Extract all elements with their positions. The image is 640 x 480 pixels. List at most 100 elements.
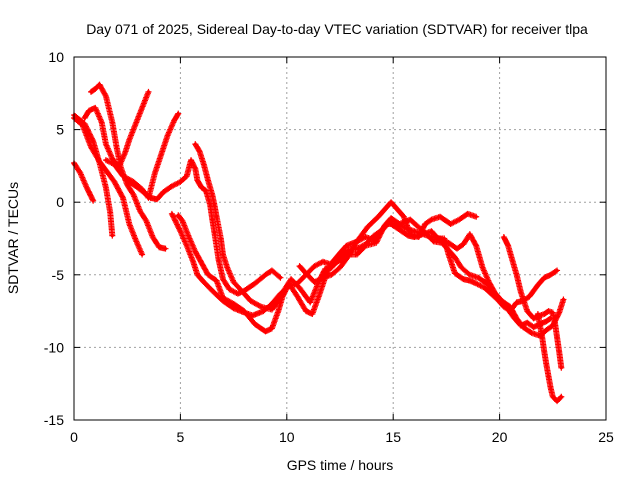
series-track-7 bbox=[122, 157, 284, 297]
data-point bbox=[457, 218, 461, 222]
data-point bbox=[536, 283, 540, 287]
data-point bbox=[110, 157, 114, 161]
data-point bbox=[468, 279, 472, 283]
data-point bbox=[321, 276, 325, 280]
x-tick-label: 5 bbox=[177, 429, 185, 445]
data-point bbox=[304, 271, 308, 275]
data-point bbox=[112, 180, 117, 184]
data-point bbox=[544, 328, 549, 332]
data-point bbox=[170, 212, 174, 216]
data-point bbox=[151, 235, 155, 239]
data-point bbox=[85, 186, 89, 190]
data-point bbox=[287, 284, 291, 289]
data-point bbox=[555, 335, 559, 339]
data-point bbox=[540, 335, 544, 339]
data-point bbox=[193, 167, 197, 171]
data-point bbox=[544, 363, 549, 367]
data-point bbox=[506, 244, 510, 248]
data-point bbox=[389, 216, 393, 220]
data-point bbox=[104, 142, 108, 146]
data-point bbox=[297, 286, 302, 290]
data-point bbox=[180, 219, 185, 223]
data-point bbox=[310, 312, 314, 316]
data-point bbox=[114, 145, 119, 149]
data-point bbox=[195, 273, 200, 277]
data-point bbox=[366, 225, 370, 229]
data-point bbox=[551, 310, 555, 315]
data-point bbox=[546, 309, 551, 313]
data-point bbox=[204, 188, 208, 193]
data-point bbox=[557, 310, 561, 315]
data-point bbox=[412, 235, 417, 239]
data-point bbox=[221, 299, 225, 303]
data-point bbox=[557, 350, 561, 354]
y-tick-label: -15 bbox=[44, 412, 64, 428]
data-point bbox=[468, 232, 472, 236]
data-point bbox=[383, 207, 387, 212]
data-point bbox=[542, 312, 546, 316]
data-point bbox=[251, 313, 255, 318]
data-point bbox=[559, 395, 563, 399]
data-point bbox=[104, 94, 108, 98]
data-point bbox=[78, 171, 82, 175]
data-point bbox=[338, 251, 342, 255]
data-point bbox=[329, 263, 334, 267]
data-point bbox=[329, 273, 334, 277]
data-point bbox=[185, 244, 189, 248]
data-point bbox=[432, 239, 436, 244]
data-point bbox=[206, 178, 210, 183]
data-point bbox=[140, 252, 144, 257]
data-point bbox=[466, 212, 470, 216]
data-point bbox=[449, 222, 453, 226]
data-point bbox=[529, 331, 534, 335]
data-point bbox=[214, 279, 219, 283]
data-point bbox=[106, 171, 110, 175]
data-point bbox=[395, 207, 400, 212]
data-point bbox=[242, 310, 246, 315]
data-point bbox=[176, 213, 180, 217]
data-point bbox=[202, 162, 206, 167]
data-point bbox=[372, 238, 376, 242]
data-point bbox=[295, 294, 300, 299]
data-point bbox=[461, 242, 466, 246]
data-point bbox=[459, 265, 463, 270]
data-point bbox=[112, 162, 117, 167]
data-point bbox=[502, 235, 506, 239]
data-point bbox=[476, 276, 480, 280]
data-point bbox=[166, 133, 170, 138]
data-point bbox=[308, 300, 312, 304]
data-point bbox=[493, 292, 497, 296]
data-point bbox=[89, 145, 93, 149]
x-tick-label: 10 bbox=[279, 429, 295, 445]
data-point bbox=[123, 151, 127, 155]
data-point bbox=[429, 235, 434, 239]
data-point bbox=[355, 239, 359, 244]
data-point bbox=[227, 287, 231, 291]
data-point bbox=[176, 112, 180, 116]
data-point bbox=[510, 258, 514, 262]
data-point bbox=[480, 265, 485, 270]
data-point bbox=[389, 200, 393, 204]
data-point bbox=[397, 222, 402, 226]
data-point bbox=[438, 236, 442, 241]
data-point bbox=[344, 244, 348, 248]
data-point bbox=[242, 292, 246, 296]
data-point bbox=[525, 309, 529, 313]
data-point bbox=[134, 122, 138, 126]
data-point bbox=[131, 193, 136, 197]
data-point bbox=[206, 273, 210, 277]
data-point bbox=[338, 258, 342, 262]
data-point bbox=[508, 305, 512, 309]
y-tick-label: 10 bbox=[48, 49, 64, 65]
data-point bbox=[555, 399, 559, 403]
data-point bbox=[549, 273, 553, 277]
axes: 0 5 10 15 20 25 -15 -10 -5 0 5 10 bbox=[44, 49, 614, 445]
data-point bbox=[412, 229, 417, 233]
data-point bbox=[97, 159, 102, 164]
series-track-12 bbox=[500, 234, 565, 371]
data-point bbox=[80, 123, 85, 127]
data-point bbox=[200, 186, 204, 190]
series-markers bbox=[71, 159, 97, 204]
data-point bbox=[270, 326, 274, 331]
chart-title: Day 071 of 2025, Sidereal Day-to-day VTE… bbox=[86, 21, 588, 37]
